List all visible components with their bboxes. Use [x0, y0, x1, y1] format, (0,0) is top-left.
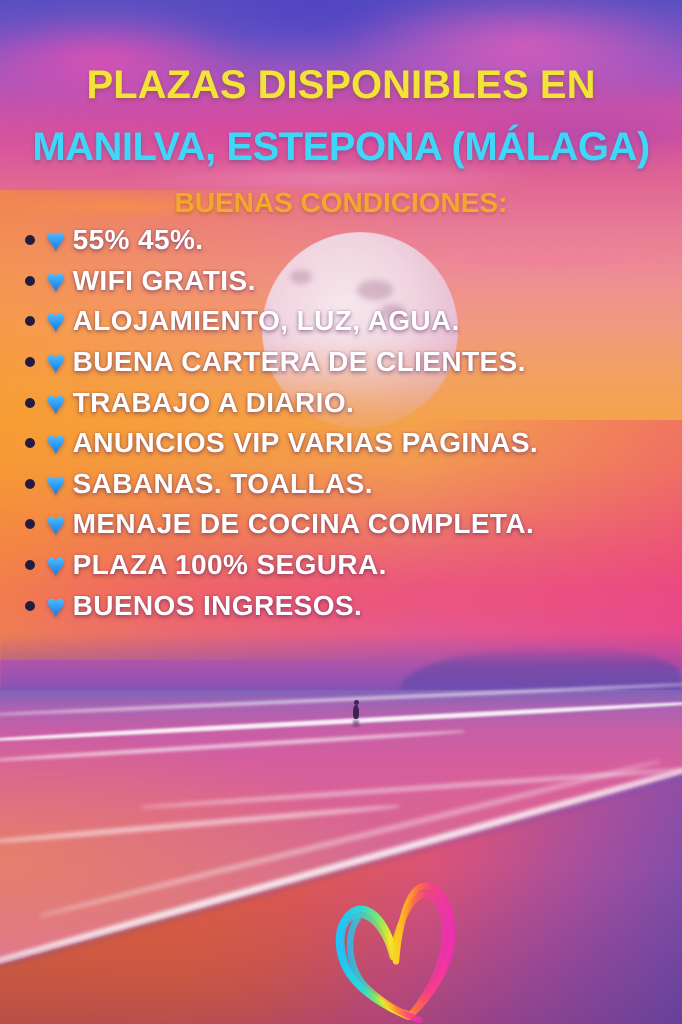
- rainbow-heart-icon: [335, 883, 455, 1024]
- bullet-dot-icon: [25, 438, 35, 449]
- bullet-dot-icon: [25, 560, 35, 571]
- subtitle: BUENAS CONDICIONES:: [174, 187, 508, 218]
- list-item-text: SABANAS. TOALLAS.: [72, 467, 373, 499]
- bullet-dot-icon: [25, 397, 35, 408]
- moon-crater: [380, 304, 406, 320]
- cloud: [0, 92, 682, 166]
- list-item-text: ALOJAMIENTO, LUZ, AGUA.: [72, 305, 460, 337]
- moon: [262, 232, 458, 428]
- list-item: ♥ BUENOS INGRESOS.: [0, 585, 660, 626]
- title-line-1: PLAZAS DISPONIBLES EN: [86, 63, 596, 107]
- conditions-list: ♥ 55% 45%. ♥ WIFI GRATIS. ♥ ALOJAMIENTO, LU…: [0, 220, 660, 626]
- person-silhouette: [353, 700, 359, 719]
- bullet-dot-icon: [25, 275, 35, 286]
- list-item-text: PLAZA 100% SEGURA.: [72, 549, 387, 581]
- bullet-dot-icon: [25, 519, 35, 530]
- cloud-streak: [0, 194, 280, 218]
- list-item: ♥ MENAJE DE COCINA COMPLETA.: [0, 504, 660, 545]
- blue-heart-icon: ♥: [46, 383, 66, 421]
- list-item: ♥ SABANAS. TOALLAS.: [0, 464, 660, 505]
- bullet-dot-icon: [25, 478, 35, 489]
- moon-crater: [290, 270, 312, 284]
- list-item: ♥ 55% 45%.: [0, 220, 660, 261]
- list-item: ♥ TRABAJO A DIARIO.: [0, 382, 660, 423]
- list-item-text: WIFI GRATIS.: [72, 264, 256, 296]
- blue-heart-icon: ♥: [46, 505, 66, 543]
- blue-heart-icon: ♥: [46, 546, 66, 584]
- cloud-streak: [380, 248, 682, 270]
- cloud-band: [0, 552, 682, 648]
- list-item: ♥ BUENA CARTERA DE CLIENTES.: [0, 342, 660, 383]
- moon-crater: [357, 280, 393, 300]
- blue-heart-icon: ♥: [46, 221, 66, 259]
- bullet-dot-icon: [25, 357, 35, 368]
- pink-glow: [300, 420, 682, 670]
- title-line-2: MANILVA, ESTEPONA (MÁLAGA): [32, 125, 650, 169]
- list-item: ♥ WIFI GRATIS.: [0, 261, 660, 302]
- bullet-dot-icon: [25, 316, 35, 327]
- blue-heart-icon: ♥: [46, 343, 66, 381]
- blue-heart-icon: ♥: [46, 464, 66, 502]
- cloud-streak: [120, 166, 550, 190]
- bullet-dot-icon: [25, 235, 35, 246]
- list-item-text: ANUNCIOS VIP VARIAS PAGINAS.: [72, 427, 539, 459]
- list-item-text: BUENA CARTERA DE CLIENTES.: [72, 346, 526, 378]
- list-item-text: BUENOS INGRESOS.: [72, 589, 363, 621]
- blue-heart-icon: ♥: [46, 586, 66, 624]
- cloud: [330, 0, 682, 98]
- cloud-streak: [0, 318, 226, 338]
- blue-heart-icon: ♥: [46, 424, 66, 462]
- list-item: ♥ PLAZA 100% SEGURA.: [0, 545, 660, 586]
- blue-heart-icon: ♥: [46, 302, 66, 340]
- list-item-text: TRABAJO A DIARIO.: [72, 386, 355, 418]
- cloud: [0, 14, 250, 106]
- list-item: ♥ ALOJAMIENTO, LUZ, AGUA.: [0, 301, 660, 342]
- blue-heart-icon: ♥: [46, 261, 66, 299]
- list-item-text: 55% 45%.: [72, 224, 204, 256]
- list-item: ♥ ANUNCIOS VIP VARIAS PAGINAS.: [0, 423, 660, 464]
- bullet-dot-icon: [25, 600, 35, 611]
- list-item-text: MENAJE DE COCINA COMPLETA.: [72, 508, 535, 540]
